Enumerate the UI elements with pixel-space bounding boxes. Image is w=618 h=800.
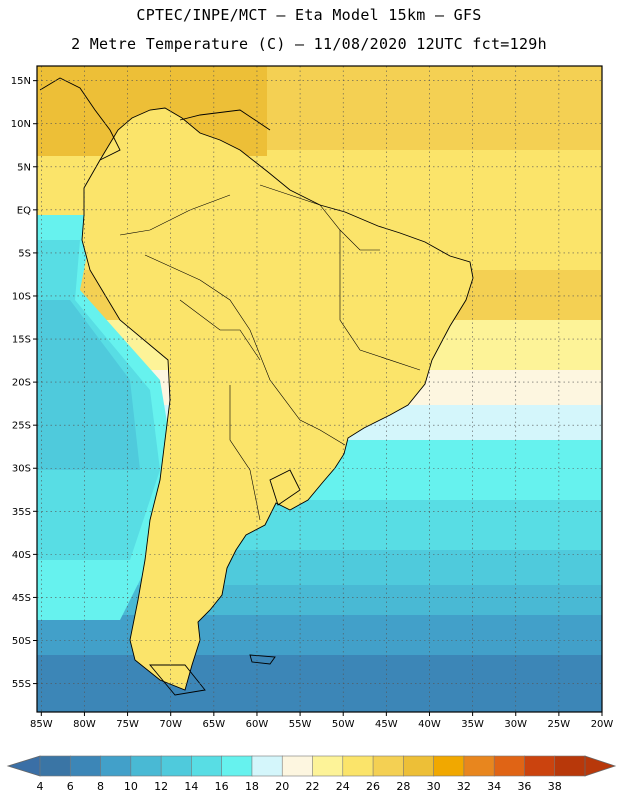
- lat-tick-label: 55S: [12, 679, 31, 690]
- colorbar-swatch: [130, 755, 162, 777]
- lat-tick-label: 35S: [12, 507, 31, 518]
- lat-tick-label: EQ: [17, 205, 31, 216]
- colorbar-swatch: [524, 755, 556, 777]
- colorbar-label: 4: [37, 780, 44, 793]
- colorbar-label: 10: [124, 780, 138, 793]
- lon-tick-label: 20W: [591, 719, 614, 730]
- lat-tick-label: 30S: [12, 464, 31, 475]
- colorbar-swatch: [221, 755, 253, 777]
- lon-tick-label: 40W: [418, 719, 441, 730]
- colorbar-label: 14: [184, 780, 198, 793]
- colorbar-swatch: [463, 755, 495, 777]
- colorbar-swatch: [342, 755, 374, 777]
- colorbar: 4 6 8 10 12 14 16 18 20 22 24 26 28 30 32 34 36 38: [6, 755, 617, 793]
- lon-tick-label: 35W: [461, 719, 484, 730]
- colorbar-swatch: [39, 755, 71, 777]
- lon-tick-label: 75W: [116, 719, 139, 730]
- lat-tick-label: 15S: [12, 335, 31, 346]
- pacific-cool-12: [37, 300, 140, 470]
- colorbar-label: 34: [487, 780, 501, 793]
- colorbar-label: 28: [396, 780, 410, 793]
- lon-tick-label: 65W: [203, 719, 226, 730]
- colorbar-swatch: [433, 755, 465, 777]
- country-borders: [119, 184, 421, 521]
- colorbar-label: 36: [517, 780, 531, 793]
- colorbar-swatch: [281, 755, 314, 777]
- lat-tick-label: 10S: [12, 291, 31, 302]
- lat-tick-label: 40S: [12, 550, 31, 561]
- map-title-line2: 2 Metre Temperature (C) – 11/08/2020 12U…: [71, 35, 547, 53]
- lon-tick-label: 60W: [246, 719, 269, 730]
- colorbar-label: 16: [215, 780, 229, 793]
- colorbar-label: 26: [366, 780, 380, 793]
- map-frame: [36, 65, 603, 713]
- colorbar-label: 6: [67, 780, 74, 793]
- lon-tick-label: 45W: [375, 719, 398, 730]
- lon-tick-label: 85W: [30, 719, 53, 730]
- latitude-labels: 15N 10N 5N EQ 5S 10S 15S 20S 25S 30S 35S 40S 45S 50S 5…: [11, 76, 37, 690]
- lon-tick-label: 80W: [73, 719, 96, 730]
- colorbar-label: 30: [427, 780, 441, 793]
- colorbar-label: 12: [154, 780, 168, 793]
- colorbar-swatch: [312, 755, 344, 777]
- colorbar-label: 24: [336, 780, 350, 793]
- colorbar-label: 8: [97, 780, 104, 793]
- colorbar-swatch: [493, 755, 526, 777]
- colorbar-swatch: [372, 755, 404, 777]
- colorbar-over-arrow: [584, 755, 617, 777]
- colorbar-swatch: [251, 755, 283, 777]
- coastlines: [39, 77, 474, 696]
- lat-tick-label: 5S: [18, 248, 31, 259]
- lat-tick-label: 10N: [11, 119, 31, 130]
- band-6: [37, 655, 602, 712]
- lat-tick-label: 5N: [17, 162, 31, 173]
- colorbar-swatch: [191, 755, 223, 777]
- lon-tick-label: 30W: [504, 719, 527, 730]
- lat-tick-label: 20S: [12, 378, 31, 389]
- colorbar-label: 32: [457, 780, 471, 793]
- colorbar-swatch: [554, 755, 586, 777]
- colorbar-swatch: [100, 755, 132, 777]
- colorbar-label: 22: [306, 780, 320, 793]
- colorbar-swatch: [160, 755, 192, 777]
- colorbar-label: 18: [245, 780, 259, 793]
- lat-tick-label: 45S: [12, 593, 31, 604]
- lat-tick-label: 15N: [11, 76, 31, 87]
- lat-tick-label: 25S: [12, 421, 31, 432]
- map-title-line1: CPTEC/INPE/MCT – Eta Model 15km – GFS: [136, 6, 482, 24]
- lon-tick-label: 70W: [159, 719, 182, 730]
- colorbar-under-arrow: [6, 755, 41, 777]
- colorbar-label: 38: [548, 780, 562, 793]
- lon-tick-label: 25W: [548, 719, 571, 730]
- colorbar-swatch: [69, 755, 102, 777]
- lon-tick-label: 50W: [332, 719, 355, 730]
- longitude-labels: 85W 80W 75W 70W 65W 60W 55W 50W 45W 40W 35W 30W 25W 2…: [30, 712, 613, 730]
- temperature-field: [37, 66, 602, 712]
- lat-tick-label: 50S: [12, 636, 31, 647]
- band-8: [37, 615, 602, 660]
- colorbar-label: 20: [275, 780, 289, 793]
- lon-tick-label: 55W: [289, 719, 312, 730]
- colorbar-swatch: [403, 755, 435, 777]
